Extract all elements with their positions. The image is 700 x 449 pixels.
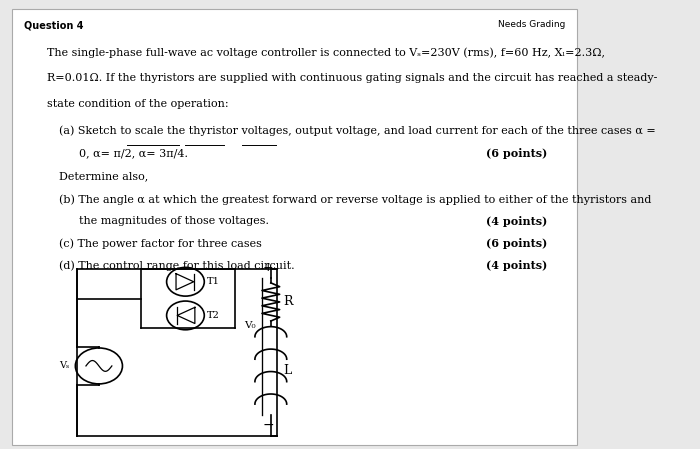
Text: (4 points): (4 points) [486,216,547,227]
Text: Question 4: Question 4 [24,20,83,30]
Text: (d) The control range for this load circuit.: (d) The control range for this load circ… [59,260,295,271]
Text: R: R [284,295,293,308]
Text: T1: T1 [207,277,220,286]
Text: V₀: V₀ [244,321,256,330]
Text: R=0.01Ω. If the thyristors are supplied with continuous gating signals and the c: R=0.01Ω. If the thyristors are supplied … [47,73,657,83]
Text: Vₛ: Vₛ [60,361,69,370]
Text: +: + [262,261,273,274]
Text: (4 points): (4 points) [486,260,547,272]
Text: (c) The power factor for three cases: (c) The power factor for three cases [59,238,262,249]
Text: (6 points): (6 points) [486,148,547,159]
FancyBboxPatch shape [12,9,577,445]
Text: state condition of the operation:: state condition of the operation: [47,99,229,109]
Text: the magnitudes of those voltages.: the magnitudes of those voltages. [80,216,270,226]
Text: (a) Sketch to scale the thyristor voltages, output voltage, and load current for: (a) Sketch to scale the thyristor voltag… [59,125,656,136]
Text: (b) The angle α at which the greatest forward or reverse voltage is applied to e: (b) The angle α at which the greatest fo… [59,194,651,205]
Text: T2: T2 [207,311,220,320]
Text: (6 points): (6 points) [486,238,547,249]
Text: −: − [262,418,274,431]
Text: Determine also,: Determine also, [59,171,148,181]
Text: L: L [284,364,292,377]
Text: The single-phase full-wave ac voltage controller is connected to Vₛ=230V (rms), : The single-phase full-wave ac voltage co… [47,47,605,58]
Text: 0, α= π/2, α= 3π/4.: 0, α= π/2, α= 3π/4. [80,148,188,158]
Text: Needs Grading: Needs Grading [498,20,565,29]
